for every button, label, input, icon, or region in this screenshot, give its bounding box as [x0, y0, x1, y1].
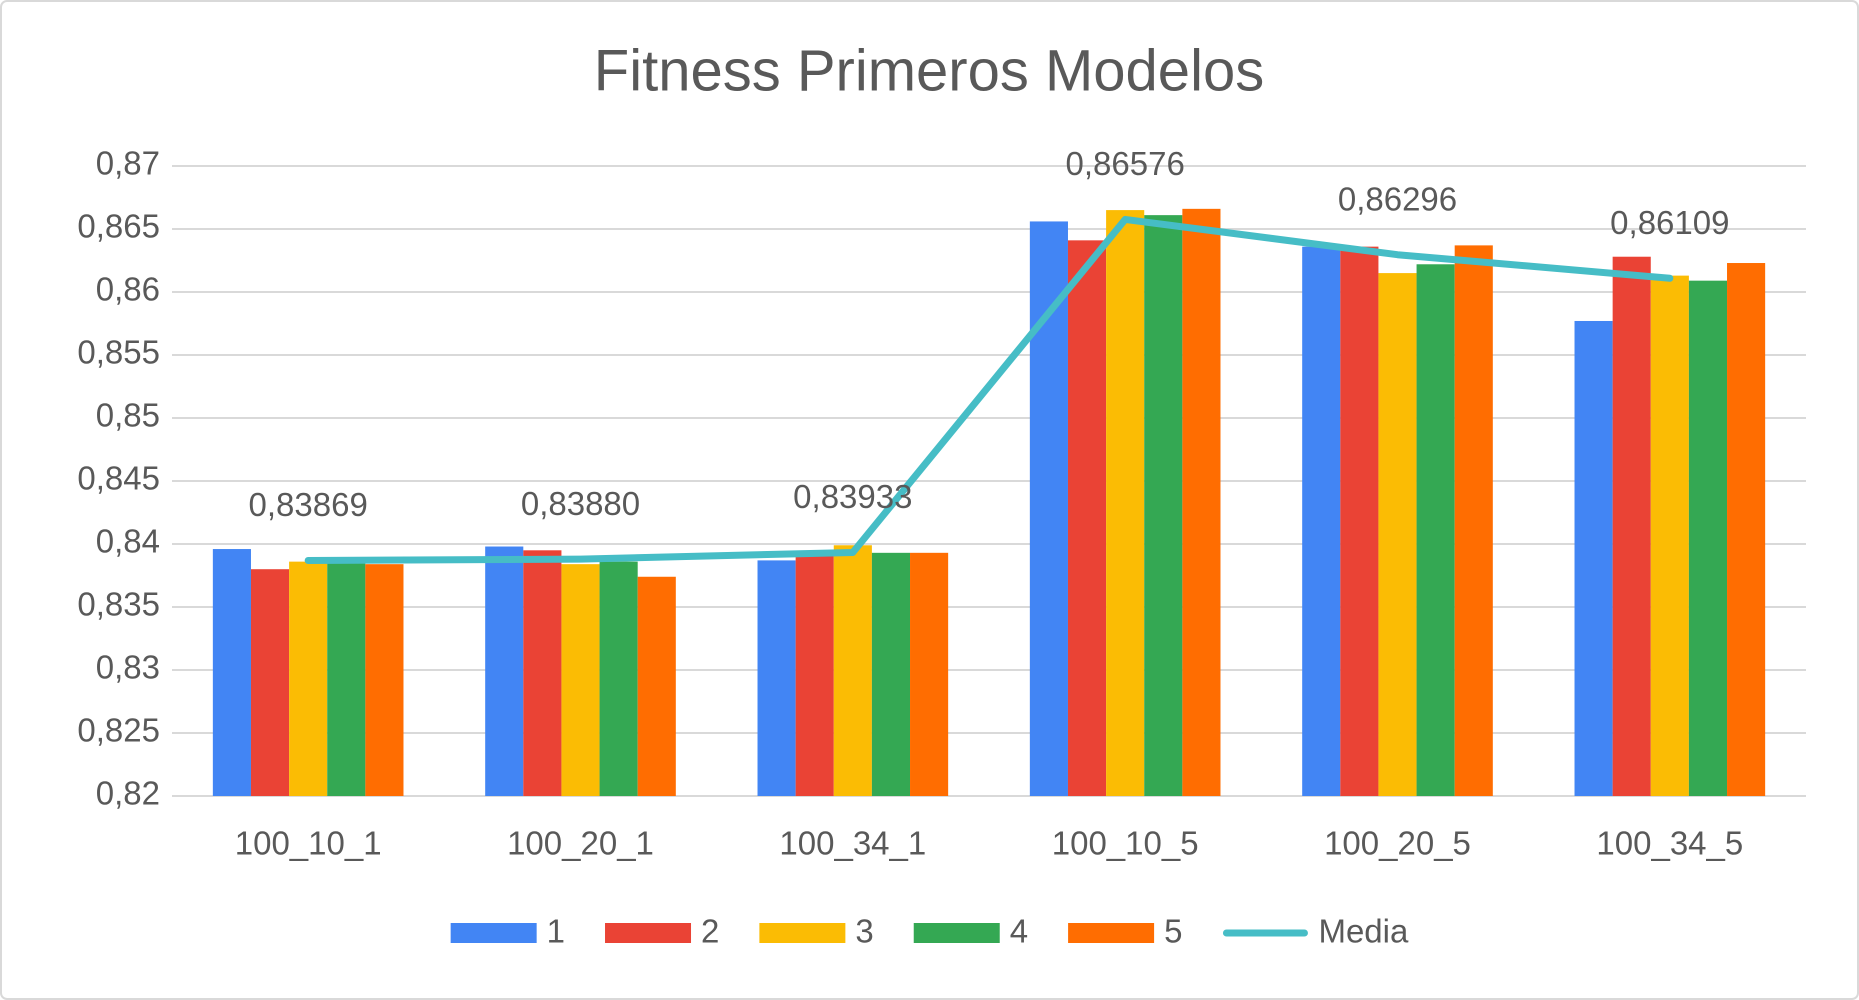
- chart-title: Fitness Primeros Modelos: [594, 38, 1264, 103]
- bar: [1067, 240, 1107, 797]
- bar: [1182, 208, 1221, 797]
- bar: [871, 552, 911, 796]
- legend-label: 1: [547, 913, 565, 950]
- line: [304, 215, 1674, 565]
- bar: [327, 562, 366, 796]
- bar: [523, 550, 562, 796]
- x-tick-label: 100_10_5: [1052, 825, 1199, 862]
- legend-label: 5: [1164, 913, 1182, 950]
- x-tick-label: 100_20_5: [1324, 825, 1471, 862]
- bar: [485, 546, 524, 796]
- bar: [833, 545, 872, 796]
- legend-swatch: [605, 923, 692, 943]
- bar: [365, 564, 404, 796]
- y-tick-label: 0,825: [77, 712, 160, 749]
- bar: [1612, 256, 1651, 797]
- legend-label: 3: [855, 913, 873, 950]
- bar: [795, 555, 834, 796]
- y-tick-label: 0,84: [96, 523, 160, 560]
- y-tick-label: 0,845: [77, 460, 160, 497]
- bar: [561, 564, 600, 796]
- bar: [1340, 246, 1379, 796]
- y-tick-label: 0,83: [96, 649, 160, 686]
- y-tick-label: 0,82: [96, 775, 160, 812]
- data-label: 0,86576: [1066, 145, 1185, 182]
- bar: [1454, 245, 1493, 796]
- bar: [289, 561, 328, 796]
- data-label: 0,86296: [1338, 180, 1457, 217]
- bar: [1106, 210, 1145, 797]
- bar: [1302, 246, 1341, 796]
- bar: [1650, 275, 1689, 796]
- x-tick-label: 100_10_1: [235, 825, 382, 862]
- bar: [910, 552, 949, 796]
- bar: [599, 561, 638, 796]
- bar: [1378, 273, 1417, 797]
- bar: [1416, 264, 1455, 796]
- x-tick-label: 100_34_1: [779, 825, 926, 862]
- legend-label: Media: [1318, 913, 1409, 950]
- y-tick-label: 0,85: [96, 397, 160, 434]
- y-tick-label: 0,835: [77, 586, 160, 623]
- y-tick-label: 0,865: [77, 208, 160, 245]
- bar: [1727, 263, 1766, 796]
- bar: [212, 549, 251, 796]
- x-tick-label: 100_34_5: [1596, 825, 1743, 862]
- legend-swatch: [1068, 923, 1155, 943]
- legend-label: 2: [701, 913, 719, 950]
- data-label: 0,83869: [249, 486, 368, 523]
- bar: [637, 576, 676, 796]
- x-tick-label: 100_20_1: [507, 825, 654, 862]
- y-tick-label: 0,855: [77, 334, 160, 371]
- bar: [1574, 320, 1613, 796]
- bar: [1688, 280, 1728, 796]
- legend-swatch: [450, 923, 537, 943]
- legend-swatch: [913, 923, 1000, 943]
- legend-label: 4: [1010, 913, 1028, 950]
- data-label: 0,83880: [521, 485, 640, 522]
- y-tick-label: 0,86: [96, 271, 160, 308]
- legend-swatch: [759, 923, 846, 943]
- y-tick-label: 0,87: [96, 145, 160, 182]
- data-label: 0,86109: [1610, 204, 1729, 241]
- data-label: 0,83933: [793, 478, 912, 515]
- bar: [1144, 215, 1183, 796]
- bar: [757, 560, 796, 796]
- bar: [250, 569, 290, 796]
